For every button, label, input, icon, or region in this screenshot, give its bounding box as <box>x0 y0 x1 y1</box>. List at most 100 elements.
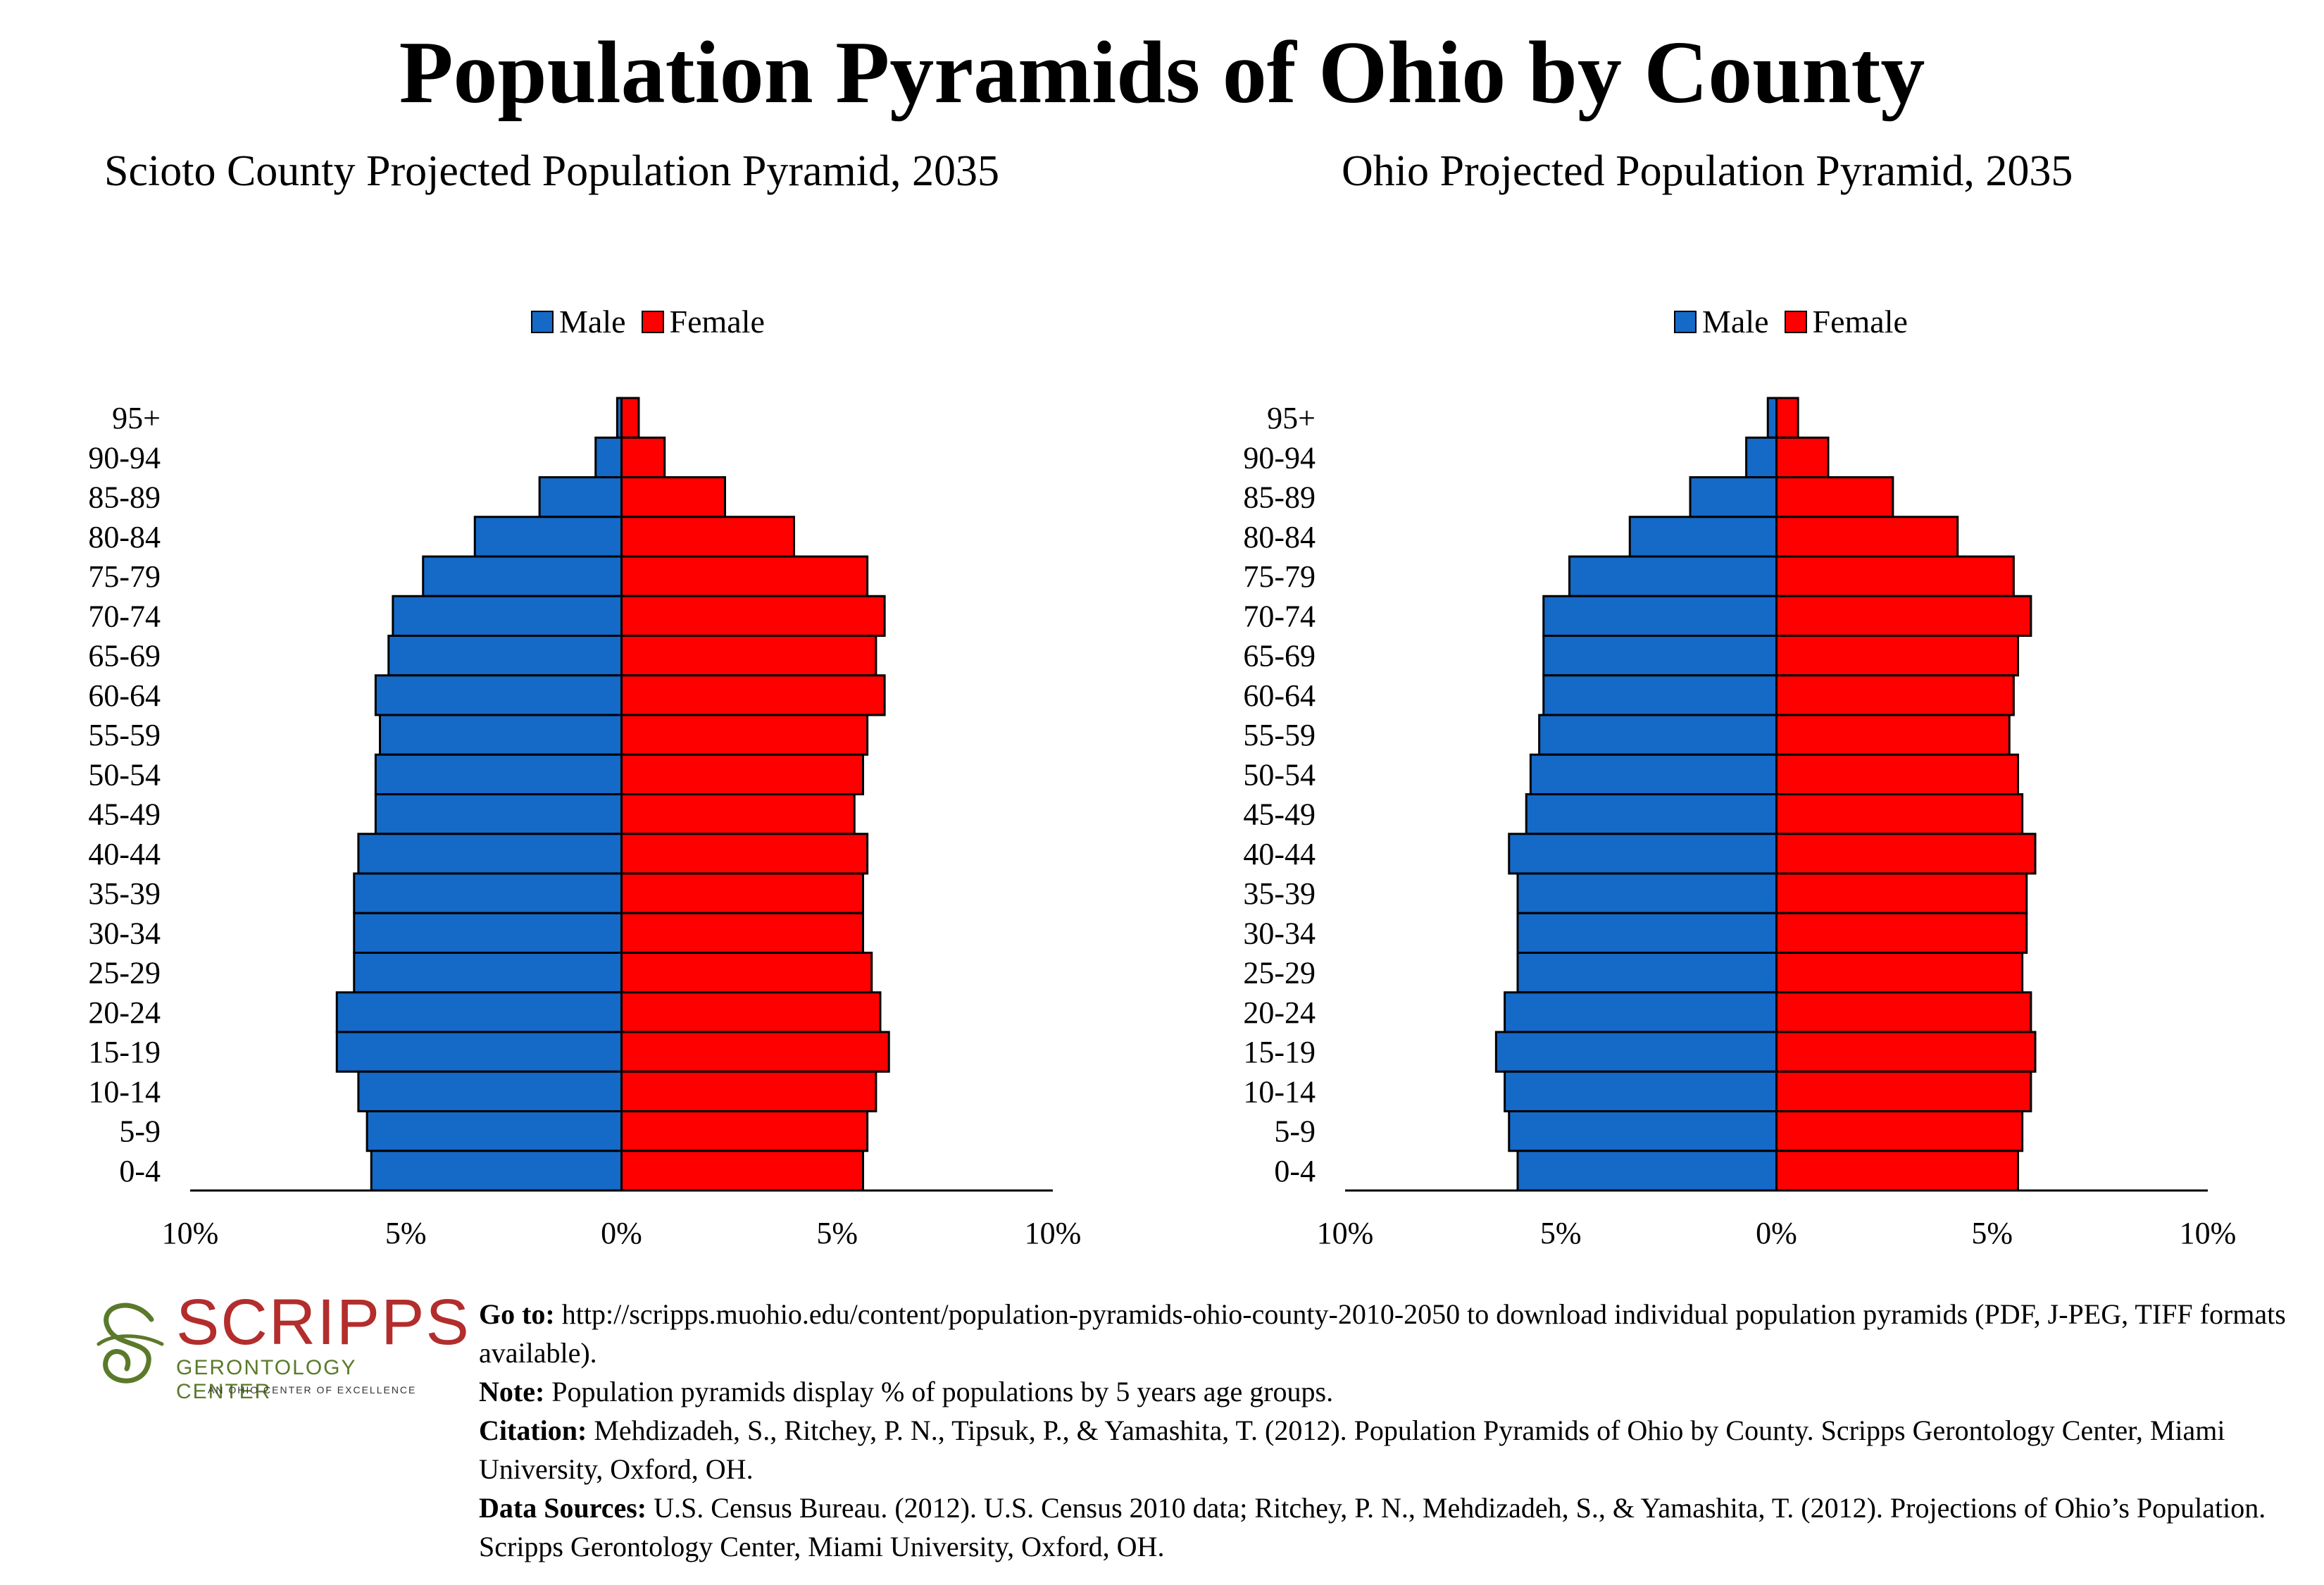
logo-wordmark: SCRIPPS <box>176 1286 470 1358</box>
legend-male-label: Male <box>559 304 626 340</box>
bar-female-60-64 <box>620 674 886 716</box>
bar-male-25-29 <box>1516 952 1778 994</box>
legend-male: Male <box>1674 303 1769 340</box>
bar-male-10-14 <box>1504 1070 1778 1112</box>
note-text: Population pyramids display % of populat… <box>551 1376 1334 1407</box>
bar-female-20-24 <box>620 991 882 1033</box>
bar-male-65-69 <box>1542 635 1778 677</box>
x-tick-label: 0% <box>1756 1216 1797 1250</box>
bar-male-90-94 <box>594 436 623 478</box>
bar-female-10-14 <box>620 1070 877 1112</box>
bar-female-95+ <box>1775 397 1799 439</box>
legend-female: Female <box>1784 303 1908 340</box>
chart-title: Ohio Projected Population Pyramid, 2035 <box>1342 147 2073 195</box>
bar-female-10-14 <box>1775 1070 2032 1112</box>
bar-female-40-44 <box>1775 833 2037 875</box>
bar-male-5-9 <box>1508 1110 1778 1152</box>
y-tick-label: 55-59 <box>1243 718 1316 752</box>
x-tick-label: 10% <box>1317 1216 1374 1250</box>
y-tick-label: 75-79 <box>1243 559 1316 594</box>
bar-female-15-19 <box>620 1031 890 1073</box>
bar-female-65-69 <box>1775 635 2019 677</box>
bar-female-75-79 <box>1775 555 2015 597</box>
goto-label: Go to: <box>479 1298 555 1330</box>
bar-male-95+ <box>1766 397 1778 439</box>
bar-male-80-84 <box>473 516 623 558</box>
bar-male-90-94 <box>1745 436 1778 478</box>
bar-female-45-49 <box>1775 793 2024 835</box>
y-tick-label: 30-34 <box>1243 916 1316 950</box>
bar-male-50-54 <box>1529 753 1778 795</box>
bar-female-20-24 <box>1775 991 2032 1033</box>
bar-female-80-84 <box>620 516 795 558</box>
y-tick-label: 65-69 <box>1243 639 1316 673</box>
bar-male-85-89 <box>538 476 623 518</box>
bar-female-35-39 <box>1775 872 2028 914</box>
bar-male-75-79 <box>422 555 623 597</box>
bar-female-0-4 <box>1775 1150 2019 1192</box>
y-tick-label: 20-24 <box>1243 995 1316 1030</box>
note-line: Note: Population pyramids display % of p… <box>479 1372 2310 1411</box>
bar-male-20-24 <box>335 991 623 1033</box>
x-tick-label: 5% <box>1971 1216 2013 1250</box>
y-tick-label: 80-84 <box>1243 520 1316 554</box>
y-tick-label: 15-19 <box>1243 1035 1316 1069</box>
y-tick-label: 40-44 <box>88 837 161 871</box>
y-tick-label: 95+ <box>112 401 161 435</box>
bar-female-25-29 <box>620 952 873 994</box>
legend-male-swatch <box>531 310 554 333</box>
y-tick-label: 0-4 <box>119 1154 161 1188</box>
bar-male-15-19 <box>335 1031 623 1073</box>
bar-female-40-44 <box>620 833 869 875</box>
bar-female-30-34 <box>1775 912 2028 954</box>
x-tick-label: 5% <box>1540 1216 1582 1250</box>
y-tick-label: 10-14 <box>1243 1074 1316 1109</box>
ohio-pyramid-chart: Ohio Projected Population Pyramid, 2035 … <box>1155 141 2310 1268</box>
sources-label: Data Sources: <box>479 1492 647 1524</box>
y-tick-label: 85-89 <box>88 480 161 515</box>
scioto-pyramid-chart: Scioto County Projected Population Pyram… <box>0 141 1155 1268</box>
bar-male-20-24 <box>1504 991 1778 1033</box>
citation-text: Mehdizadeh, S., Ritchey, P. N., Tipsuk, … <box>479 1415 2225 1485</box>
bar-male-60-64 <box>374 674 623 716</box>
bar-female-35-39 <box>620 872 864 914</box>
y-tick-label: 65-69 <box>88 639 161 673</box>
y-tick-label: 50-54 <box>88 757 161 792</box>
y-tick-label: 25-29 <box>1243 956 1316 990</box>
y-tick-label: 55-59 <box>88 718 161 752</box>
bar-male-75-79 <box>1568 555 1778 597</box>
y-tick-label: 0-4 <box>1274 1154 1316 1188</box>
citation-label: Citation: <box>479 1415 587 1446</box>
note-label: Note: <box>479 1376 545 1407</box>
scripps-logo: SCRIPPS GERONTOLOGY CENTER AN OHIO CENTE… <box>85 1286 469 1403</box>
bar-female-45-49 <box>620 793 856 835</box>
y-tick-label: 75-79 <box>88 559 161 594</box>
bar-female-55-59 <box>1775 714 2011 756</box>
bar-female-50-54 <box>620 753 864 795</box>
x-tick-label: 10% <box>2180 1216 2237 1250</box>
bar-male-15-19 <box>1494 1031 1778 1073</box>
y-tick-label: 45-49 <box>1243 797 1316 832</box>
legend-male-label: Male <box>1702 304 1769 340</box>
bar-male-35-39 <box>1516 872 1778 914</box>
bar-female-50-54 <box>1775 753 2019 795</box>
y-tick-label: 35-39 <box>1243 876 1316 911</box>
bar-male-0-4 <box>1516 1150 1778 1192</box>
bar-male-50-54 <box>374 753 623 795</box>
bar-female-75-79 <box>620 555 869 597</box>
bar-female-0-4 <box>620 1150 864 1192</box>
bar-female-95+ <box>620 397 640 439</box>
bar-female-60-64 <box>1775 674 2015 716</box>
y-tick-label: 25-29 <box>88 956 161 990</box>
scioto-pyramid-plot: 95+ 90-94 85-89 80-84 75-79 70-74 65-69 60-64 55… <box>88 397 1081 1250</box>
bar-female-5-9 <box>1775 1110 2024 1152</box>
bar-female-90-94 <box>620 436 666 478</box>
bar-female-55-59 <box>620 714 869 756</box>
bar-female-85-89 <box>1775 476 1894 518</box>
bar-male-55-59 <box>1538 714 1778 756</box>
goto-text: http://scripps.muohio.edu/content/popula… <box>479 1298 2286 1369</box>
bar-male-70-74 <box>392 595 623 637</box>
y-tick-label: 30-34 <box>88 916 161 950</box>
bar-male-40-44 <box>357 833 623 875</box>
y-tick-label: 45-49 <box>88 797 161 832</box>
